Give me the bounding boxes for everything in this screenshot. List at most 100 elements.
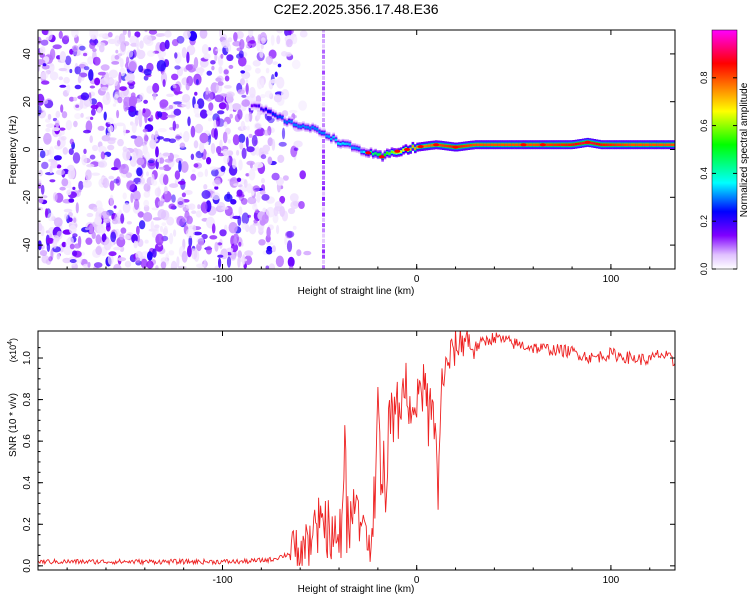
noise-speck [47,212,55,222]
ridge-cell [462,144,466,148]
noise-speck [92,144,99,152]
noise-speck [97,125,105,131]
ridge-cell [609,143,613,146]
noise-speck [190,173,197,181]
ridge-cell [388,152,391,155]
noise-speck [248,168,256,181]
noise-speck [103,111,107,121]
noise-speck [41,80,50,85]
ridge-cell [309,127,312,130]
noise-speck [206,157,212,165]
impulse-cell [322,233,325,238]
noise-speck [73,96,78,102]
noise-speck [113,246,122,251]
noise-speck [196,263,206,269]
noise-speck [267,156,273,165]
ridge-cell [612,143,615,146]
noise-speck [124,260,132,268]
noise-speck [238,133,246,144]
ridge-cell [600,143,603,146]
noise-speck [232,134,240,146]
noise-speck [56,253,61,260]
noise-speck [45,123,55,128]
noise-speck [165,253,170,265]
noise-speck [116,109,120,119]
ridge-cell [656,143,659,146]
noise-speck [149,139,157,149]
noise-speck [298,201,305,209]
noise-speck [237,250,242,259]
noise-speck [159,99,169,108]
noise-speck [237,215,242,226]
ridge-cell [341,142,345,145]
noise-speck [284,236,288,246]
noise-speck [117,257,127,262]
noise-speck [244,255,253,266]
noise-speck [77,235,82,247]
noise-speck [218,102,227,110]
noise-speck [217,81,224,86]
ridge-cell [283,120,287,123]
noise-speck [52,127,61,132]
ridge-cell [372,152,375,156]
noise-speck [243,179,248,188]
impulse-cell [322,118,325,122]
noise-speck [119,86,127,91]
noise-speck [218,66,223,74]
noise-speck [227,37,233,43]
noise-speck [199,141,205,154]
noise-speck [162,228,168,236]
snr-xtick-label: 100 [603,575,620,586]
noise-speck [40,39,49,46]
noise-speck [184,190,193,195]
ridge-cell [535,143,538,146]
noise-speck [181,250,188,263]
noise-speck [228,222,238,234]
noise-speck [293,147,299,151]
noise-speck [115,122,125,127]
ridge-cell [628,143,631,146]
ridge-cell [446,144,450,148]
noise-speck [131,122,137,134]
ridge-cell [369,150,373,154]
spectrogram-ridge [250,100,675,162]
noise-speck [47,113,52,120]
noise-speck [190,153,195,160]
noise-speck [119,245,125,252]
noise-speck [123,234,131,240]
noise-speck [98,33,106,38]
noise-speck [144,239,149,244]
noise-speck [262,207,267,213]
noise-speck [181,47,187,59]
snr-ytick-label: 0.4 [22,475,33,489]
noise-speck [89,135,93,143]
ridge-cell [458,145,461,148]
noise-speck [85,237,93,245]
ridge-cell [325,134,328,138]
noise-speck [60,129,65,136]
noise-speck [299,170,307,180]
noise-speck [168,203,176,210]
ridge-cell [670,143,673,146]
impulse-cell [322,144,325,149]
noise-speck [177,180,186,185]
noise-speck [224,193,233,202]
noise-speck [45,172,55,176]
ridge-cell [316,128,319,131]
noise-speck [129,107,136,112]
noise-speck [83,129,91,134]
noise-speck [69,243,75,250]
noise-speck [128,61,137,72]
noise-speck [93,56,101,66]
noise-speck [108,175,115,180]
noise-speck [252,185,260,193]
noise-speck [260,94,266,99]
noise-speck [75,104,80,108]
noise-speck [253,122,262,131]
noise-speck [97,106,102,114]
noise-speck [187,245,192,258]
noise-speck [56,140,61,147]
impulse-cell [322,259,325,264]
noise-speck [111,218,118,225]
ridge-cell [320,131,324,135]
